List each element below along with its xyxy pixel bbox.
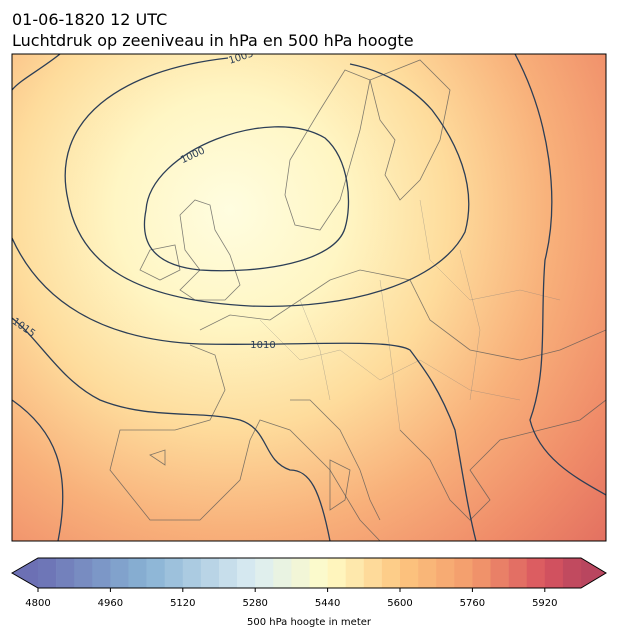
colorbar: 4800 4960 5120 5280 5440 5600 5760 5920	[10, 557, 607, 609]
colorbar-segment	[74, 558, 93, 588]
colorbar-segment	[110, 558, 129, 588]
colorbar-tick-label: 5440	[315, 598, 340, 609]
map: 1005 1000 1010 1015	[12, 54, 606, 541]
map-frame	[11, 53, 607, 542]
colorbar-segment	[562, 558, 582, 588]
colorbar-segment	[309, 558, 328, 588]
colorbar-segment	[345, 558, 365, 588]
colorbar-segment	[400, 558, 419, 588]
colorbar-tick-label: 5920	[532, 598, 557, 609]
colorbar-segment	[128, 558, 147, 588]
colorbar-segment	[56, 558, 75, 588]
colorbar-segment	[200, 558, 220, 588]
colorbar-segment	[418, 558, 437, 588]
colorbar-segment	[92, 558, 111, 588]
colorbar-tick-label: 4800	[25, 598, 50, 609]
colorbar-tick-label: 4960	[98, 598, 123, 609]
colorbar-tick-label: 5760	[460, 598, 485, 609]
colorbar-tick-label: 5120	[170, 598, 195, 609]
title: 01-06-1820 12 UTC	[12, 10, 167, 29]
height-field	[12, 54, 606, 541]
colorbar-segment	[508, 558, 527, 588]
coastlines	[109, 59, 606, 541]
colorbar-segment	[146, 558, 165, 588]
colorbar-segment	[363, 558, 383, 588]
colorbar-segment	[219, 558, 238, 588]
colorbar-segment	[237, 558, 256, 588]
subtitle: Luchtdruk op zeeniveau in hPa en 500 hPa…	[12, 31, 414, 50]
colorbar-tick-label: 5600	[387, 598, 412, 609]
isobar-label: 1010	[250, 340, 275, 351]
borders	[259, 199, 561, 431]
colorbar-label: 500 hPa hoogte in meter	[247, 617, 372, 628]
colorbar-tick-label: 5280	[242, 598, 267, 609]
colorbar-segment	[436, 558, 455, 588]
colorbar-extend-high	[581, 558, 606, 588]
colorbar-segment	[327, 558, 346, 588]
colorbar-extend-low	[12, 558, 38, 588]
colorbar-segment	[182, 558, 202, 588]
colorbar-segment	[255, 558, 274, 588]
isobars	[12, 54, 606, 541]
colorbar-segment	[273, 558, 292, 588]
colorbar-segment	[454, 558, 473, 588]
colorbar-segment	[381, 558, 401, 588]
colorbar-segment	[164, 558, 184, 588]
colorbar-segment	[526, 558, 546, 588]
colorbar-segment	[38, 558, 57, 588]
colorbar-segment	[544, 558, 564, 588]
colorbar-segment	[490, 558, 509, 588]
colorbar-segment	[472, 558, 491, 588]
colorbar-segment	[291, 558, 310, 588]
